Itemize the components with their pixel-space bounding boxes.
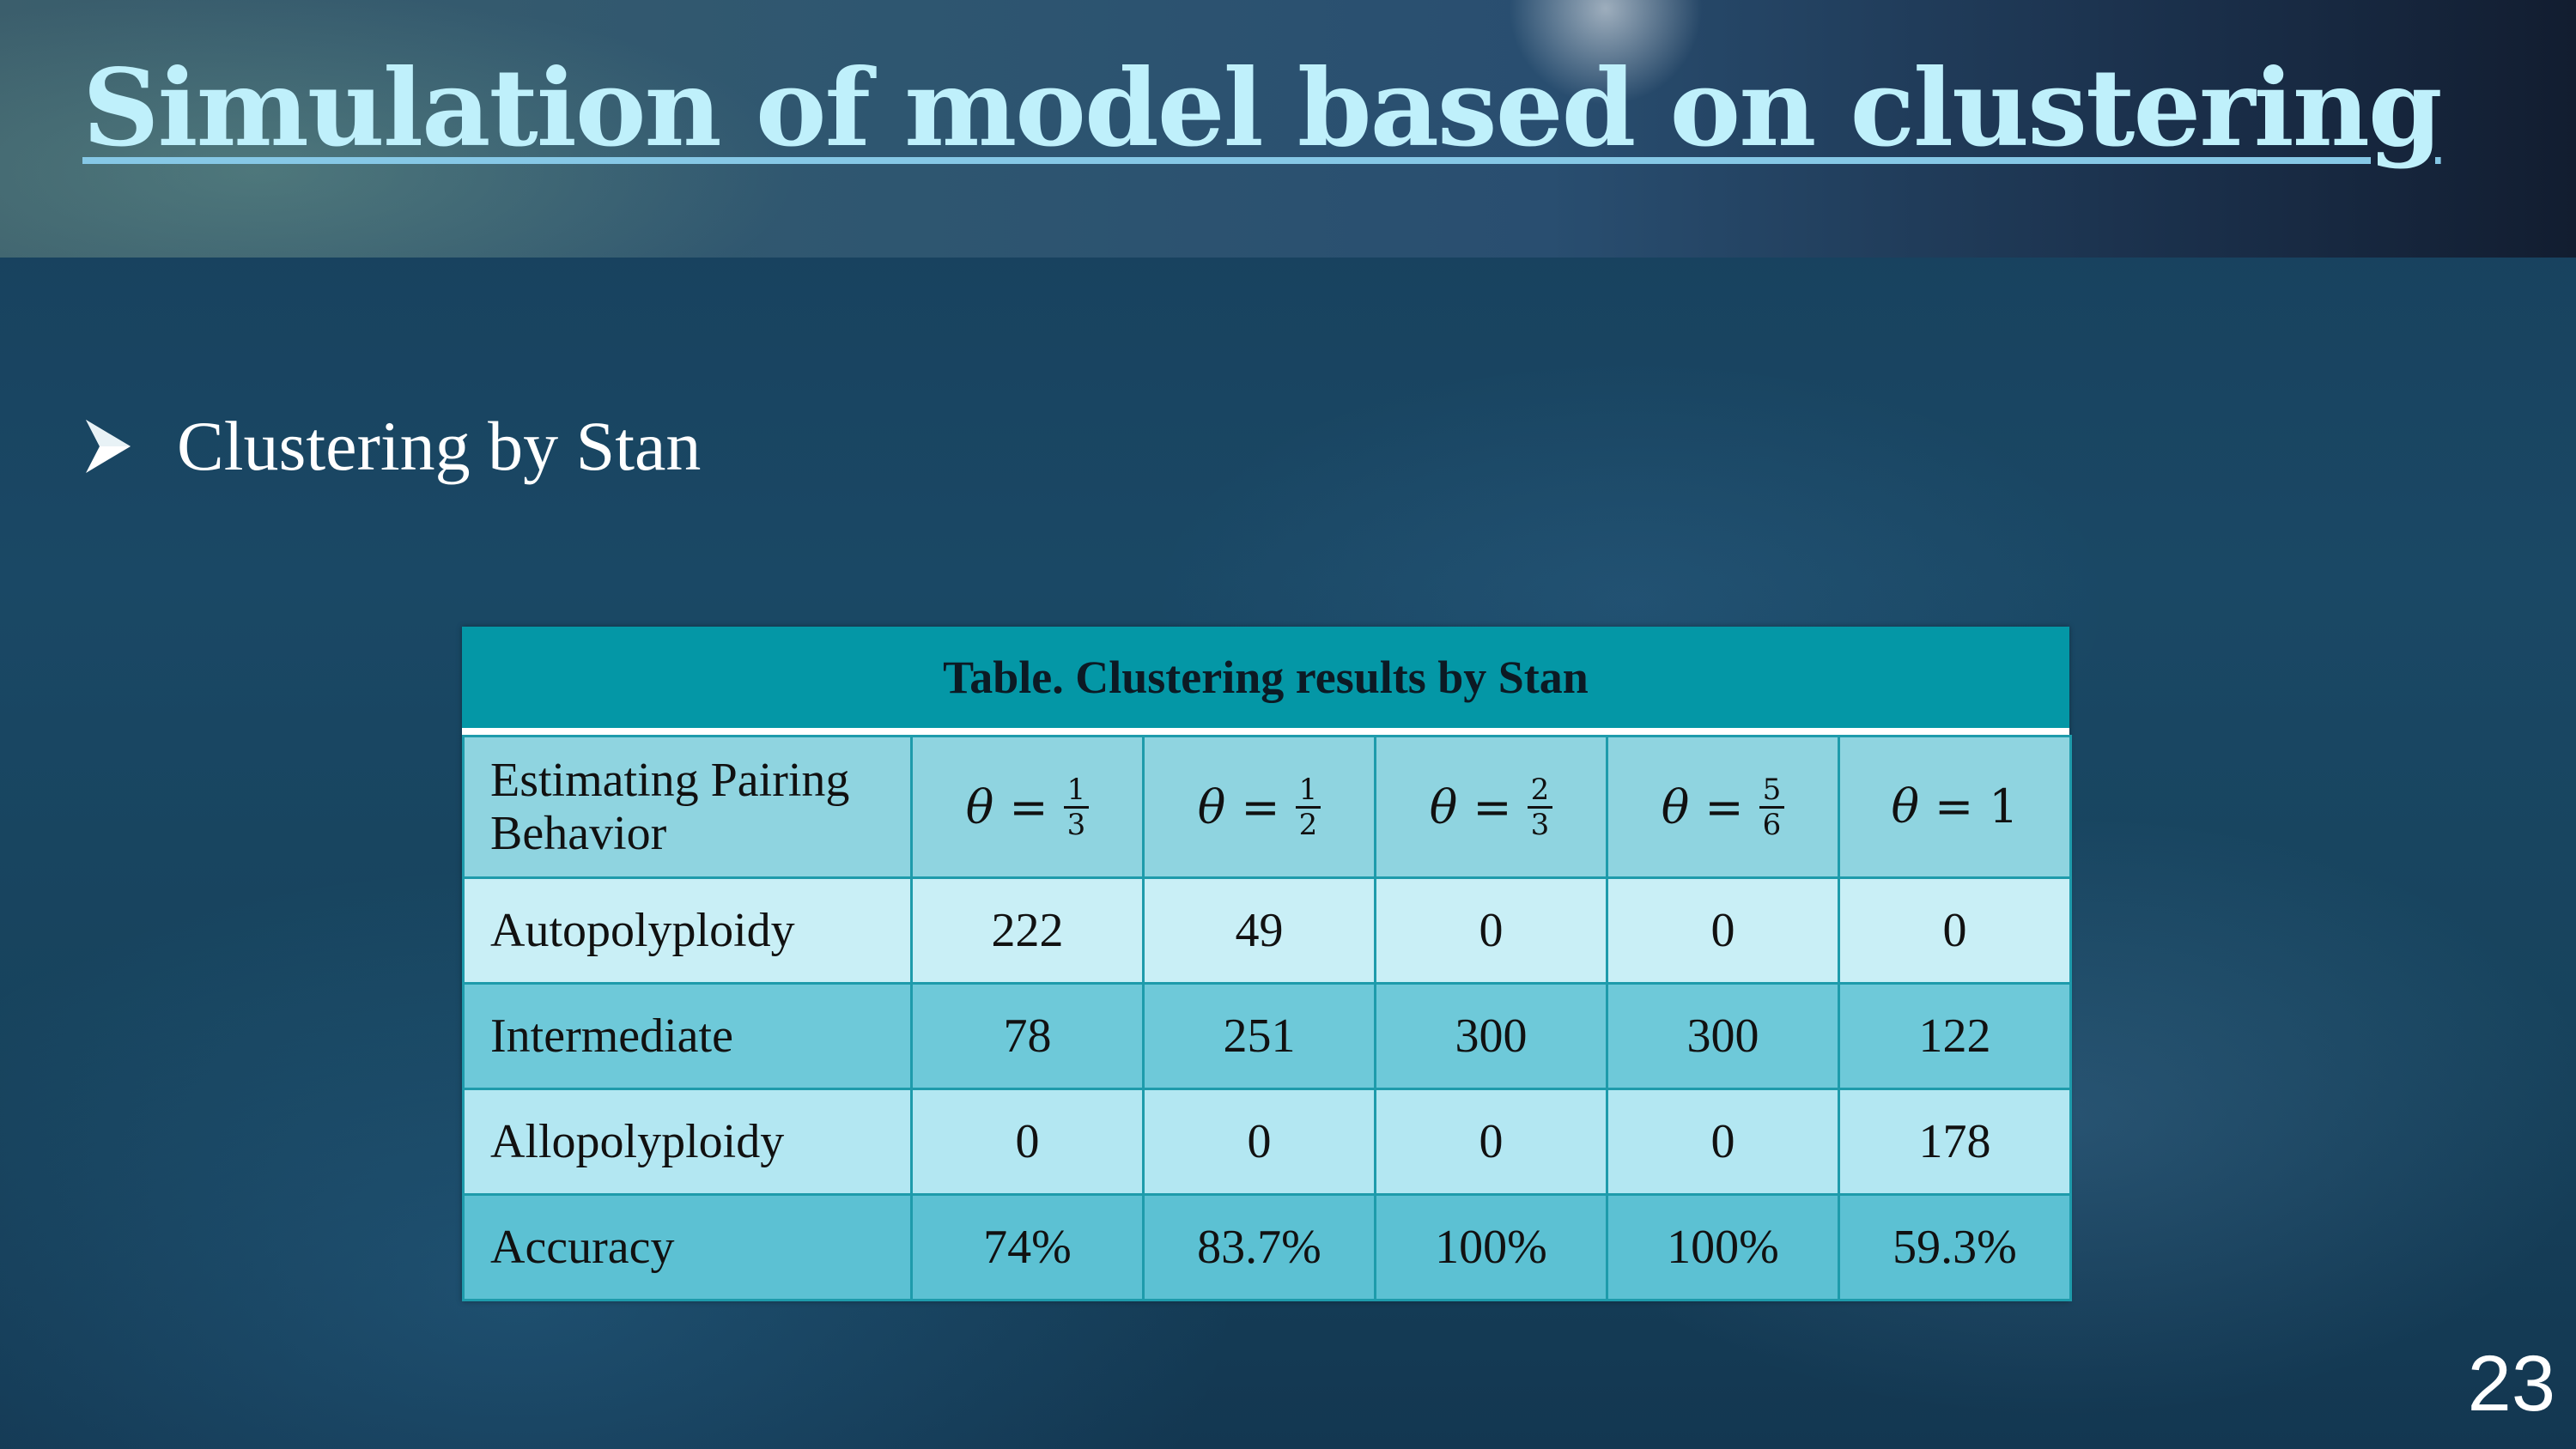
table-cell: 83.7% bbox=[1142, 1193, 1376, 1301]
table-cell: 78 bbox=[910, 982, 1145, 1090]
table-cell: 74% bbox=[910, 1193, 1145, 1301]
row-label: Autopolyploidy bbox=[462, 876, 913, 985]
results-grid: Estimating Pairing Behavior θ = 1 3 θ = 1 2 θ =… bbox=[462, 735, 2072, 1301]
table-cell: 0 bbox=[1606, 876, 1840, 985]
table-cell: 0 bbox=[1374, 1088, 1608, 1196]
theta-header-1: θ = 1 3 bbox=[910, 735, 1145, 879]
page-number: 23 bbox=[2467, 1340, 2555, 1428]
table-cell: 0 bbox=[1142, 1088, 1376, 1196]
table-cell: 59.3% bbox=[1838, 1193, 2072, 1301]
table-cell: 300 bbox=[1606, 982, 1840, 1090]
bullet-item: Clustering by Stan bbox=[82, 403, 701, 489]
table-cell: 100% bbox=[1606, 1193, 1840, 1301]
arrowhead-bullet-icon bbox=[86, 420, 131, 473]
table-caption: Table. Clustering results by Stan bbox=[462, 627, 2069, 735]
table-cell: 0 bbox=[1606, 1088, 1840, 1196]
table-cell: 122 bbox=[1838, 982, 2072, 1090]
table-row: Accuracy 74% 83.7% 100% 100% 59.3% bbox=[462, 1193, 2072, 1301]
table-cell: 0 bbox=[1838, 876, 2072, 985]
table-cell: 251 bbox=[1142, 982, 1376, 1090]
bullet-text: Clustering by Stan bbox=[177, 407, 702, 485]
table-cell: 100% bbox=[1374, 1193, 1608, 1301]
row-label: Allopolyploidy bbox=[462, 1088, 913, 1196]
table-row: Allopolyploidy 0 0 0 0 178 bbox=[462, 1088, 2072, 1196]
row-label: Accuracy bbox=[462, 1193, 913, 1301]
results-table: Table. Clustering results by Stan Estima… bbox=[462, 627, 2072, 1301]
table-cell: 222 bbox=[910, 876, 1145, 985]
corner-header-cell: Estimating Pairing Behavior bbox=[462, 735, 913, 879]
table-cell: 0 bbox=[910, 1088, 1145, 1196]
row-label: Intermediate bbox=[462, 982, 913, 1090]
theta-header-5: θ = 1 bbox=[1838, 735, 2072, 879]
theta-header-4: θ = 5 6 bbox=[1606, 735, 1840, 879]
theta-header-2: θ = 1 2 bbox=[1142, 735, 1376, 879]
table-cell: 300 bbox=[1374, 982, 1608, 1090]
table-cell: 0 bbox=[1374, 876, 1608, 985]
theta-header-3: θ = 2 3 bbox=[1374, 735, 1608, 879]
slide-title: Simulation of model based on clustering bbox=[82, 46, 2443, 171]
table-row: Intermediate 78 251 300 300 122 bbox=[462, 982, 2072, 1090]
header-row: Estimating Pairing Behavior θ = 1 3 θ = 1 2 θ =… bbox=[462, 735, 2072, 879]
table-cell: 49 bbox=[1142, 876, 1376, 985]
table-row: Autopolyploidy 222 49 0 0 0 bbox=[462, 876, 2072, 985]
table-cell: 178 bbox=[1838, 1088, 2072, 1196]
title-band bbox=[0, 0, 2576, 258]
